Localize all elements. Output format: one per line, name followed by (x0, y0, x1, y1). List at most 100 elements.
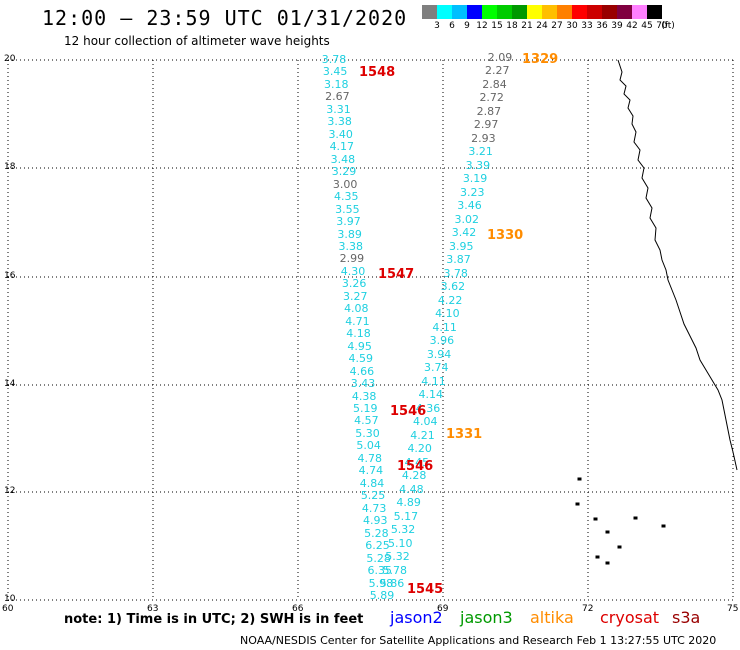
scale-swatch (512, 5, 527, 19)
wave-height-value: 4.93 (363, 514, 388, 528)
scale-swatch (647, 5, 662, 19)
map-title: 12:00 – 23:59 UTC 01/31/2020 (42, 6, 408, 30)
pass-number: 1547 (378, 267, 415, 282)
wave-height-value: 4.14 (418, 388, 444, 402)
scale-label: 12 (476, 21, 488, 31)
y-tick-label: 12 (4, 486, 16, 496)
wave-height-value: 4.45 (404, 455, 430, 469)
wave-height-value: 5.98 (368, 576, 394, 590)
wave-height-value: 2.87 (476, 104, 502, 118)
wave-height-value: 4.74 (358, 464, 384, 478)
scale-label: 45 (641, 21, 653, 31)
wave-height-value: 4.28 (401, 469, 427, 483)
wave-height-value: 3.97 (336, 215, 361, 229)
scale-label: 39 (611, 21, 623, 31)
wave-height-value: 2.84 (482, 77, 507, 91)
wave-height-value: 3.21 (468, 145, 493, 159)
wave-height-value: 4.59 (348, 352, 374, 366)
scale-swatch (452, 5, 467, 19)
scale-label: 70 (656, 21, 668, 31)
island (617, 545, 622, 549)
wave-height-value: 6.35 (367, 564, 393, 578)
wave-height-value: 3.74 (424, 361, 449, 375)
coastline (575, 59, 738, 565)
wave-height-value: 3.46 (457, 199, 482, 213)
scale-swatch (632, 5, 647, 19)
wave-height-value: 4.73 (361, 501, 387, 515)
wave-height-value: 5.19 (353, 402, 378, 416)
wave-height-value: 5.86 (379, 577, 405, 590)
scale-label: 30 (566, 21, 578, 31)
x-tick-label: 69 (437, 604, 449, 614)
wave-height-value: 4.78 (357, 451, 382, 465)
scale-swatch (527, 5, 542, 19)
wave-height-value: 3.95 (448, 239, 474, 253)
pass-number: 1546 (390, 404, 427, 419)
wave-height-value: 4.48 (399, 482, 424, 496)
wave-height-value: 4.20 (407, 442, 432, 456)
island (595, 555, 600, 559)
pass-number: 1329 (522, 52, 559, 67)
x-tick-label: 63 (147, 604, 159, 614)
wave-height-value: 4.71 (345, 314, 370, 328)
wave-height-value: 5.89 (369, 589, 395, 602)
wave-height-value: 2.67 (325, 90, 350, 104)
scale-swatch (557, 5, 572, 19)
wave-height-value: 4.04 (412, 415, 438, 429)
wave-height-value: 2.97 (473, 118, 499, 132)
y-tick-label: 20 (4, 54, 16, 64)
wave-height-value: 3.62 (440, 280, 466, 294)
wave-height-value: 3.26 (341, 277, 367, 291)
pass-number: 1546 (397, 459, 434, 474)
island (633, 516, 638, 520)
wave-height-value: 5.10 (388, 536, 413, 550)
wave-height-value: 4.84 (359, 476, 385, 490)
wave-height-value: 2.72 (479, 91, 504, 105)
scale-swatch (437, 5, 452, 19)
wave-height-value: 3.78 (443, 266, 468, 280)
mission-label: cryosat (600, 608, 660, 627)
wave-height-value: 4.30 (340, 264, 366, 278)
scale-swatch (422, 5, 437, 19)
wave-height-value: 5.32 (390, 523, 416, 537)
scale-label: 21 (521, 21, 533, 31)
wave-height-value: 4.10 (435, 307, 460, 321)
wave-height-value: 3.48 (330, 152, 356, 166)
wave-height-value: 3.18 (323, 77, 349, 91)
scale-label: 27 (551, 21, 563, 31)
wave-height-value: 3.55 (335, 202, 360, 216)
wave-height-value: 2.09 (487, 51, 513, 64)
wave-height-value: 4.21 (410, 428, 435, 442)
wave-height-value: 4.11 (421, 374, 446, 388)
wave-height-value: 5.25 (360, 489, 386, 503)
wave-height-value: 4.22 (437, 293, 463, 307)
wave-height-value: 3.02 (454, 212, 480, 226)
wave-height-value: 3.45 (322, 65, 348, 79)
wave-height-value: 3.43 (350, 377, 376, 391)
pass-number: 1545 (407, 582, 444, 597)
pass-number: 1330 (487, 228, 524, 243)
scale-label: 6 (449, 21, 455, 31)
wave-height-value: 6.25 (365, 539, 390, 553)
scale-label: 33 (581, 21, 593, 31)
x-tick-label: 60 (2, 604, 14, 614)
wave-height-value: 3.94 (426, 347, 452, 361)
scale-swatch (617, 5, 632, 19)
color-scale (422, 5, 662, 19)
mission-label: jason2 (390, 608, 443, 627)
wave-height-value: 5.17 (393, 509, 419, 523)
x-tick-label: 75 (727, 604, 739, 614)
island (605, 530, 610, 534)
pass-number: 1548 (359, 65, 396, 80)
scale-label: 24 (536, 21, 548, 31)
scale-label: 42 (626, 21, 638, 31)
grid-lines (7, 59, 734, 601)
scale-swatch (572, 5, 587, 19)
x-tick-label: 72 (582, 604, 594, 614)
y-tick-label: 10 (4, 594, 16, 604)
wave-height-value: 3.78 (321, 53, 347, 66)
wave-height-value: 2.99 (339, 252, 365, 266)
wave-height-value: 4.36 (415, 401, 441, 415)
wave-height-value: 3.96 (429, 334, 455, 348)
